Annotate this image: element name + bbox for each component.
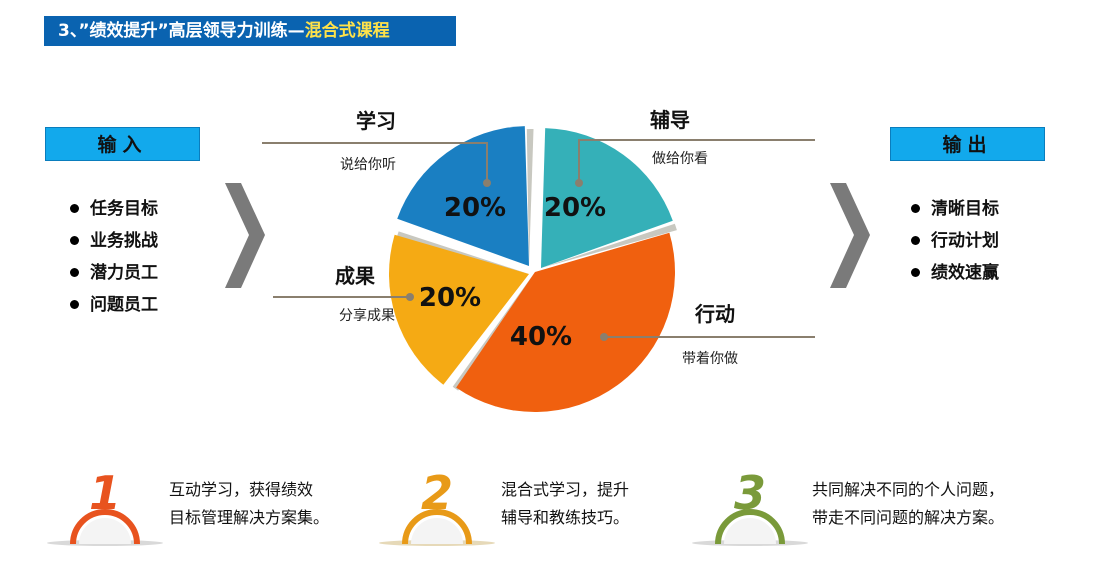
input-item: 业务挑战: [70, 225, 158, 257]
number-2-icon: [379, 509, 495, 546]
pie-slice-shadow: [396, 231, 529, 274]
leader-dot: [483, 179, 491, 187]
bottom-text-1: 互动学习，获得绩效 目标管理解决方案集。: [169, 476, 329, 532]
output-item: 绩效速赢: [911, 257, 999, 289]
bottom-line: 带走不同问题的解决方案。: [812, 508, 1005, 527]
title-prefix: 3、”绩效提升”高层领导力训练—: [58, 21, 305, 41]
pie-slice: [541, 128, 673, 268]
input-item: 任务目标: [70, 193, 158, 225]
number-1-digit: 1: [88, 466, 121, 520]
pie-slice: [389, 234, 529, 385]
bottom-line: 互动学习，获得绩效: [169, 480, 314, 499]
leader-dot: [575, 179, 583, 187]
input-item: 问题员工: [70, 289, 158, 321]
slice-sub-label: 分享成果: [339, 307, 395, 324]
leader-line: [578, 139, 815, 183]
number-2-digit: 2: [420, 466, 453, 520]
bottom-line: 共同解决不同的个人问题，: [812, 480, 1005, 499]
input-item: 潜力员工: [70, 257, 158, 289]
input-list: 任务目标 业务挑战 潜力员工 问题员工: [70, 193, 158, 321]
input-label: 输入: [45, 127, 200, 161]
output-list: 清晰目标 行动计划 绩效速赢: [911, 193, 999, 289]
data-label: 20%: [444, 193, 506, 223]
slice-sub-label: 说给你听: [340, 157, 396, 173]
data-label: 40%: [510, 322, 572, 352]
output-item: 清晰目标: [911, 193, 999, 225]
leader-dot: [600, 333, 608, 341]
pie-slice: [456, 232, 676, 413]
slice-category-label: 成果: [335, 264, 375, 288]
bottom-text-2: 混合式学习，提升 辅导和教练技巧。: [501, 476, 629, 532]
data-label: 20%: [544, 193, 606, 223]
chevron-right-icon: [225, 183, 265, 288]
title-highlight: 混合式课程: [304, 21, 390, 41]
number-3-icon: [692, 509, 808, 546]
page-title: 3、”绩效提升”高层领导力训练—混合式课程: [44, 16, 456, 46]
slice-sub-label: 带着你做: [682, 351, 738, 367]
number-1-icon: [47, 509, 163, 546]
slice-category-label: 行动: [694, 302, 735, 326]
pie-slice-shadow: [452, 272, 535, 391]
bottom-line: 辅导和教练技巧。: [501, 508, 630, 527]
number-3-digit: 3: [733, 466, 766, 520]
pie-slice: [397, 126, 529, 267]
data-label: 20%: [419, 283, 481, 313]
slice-sub-label: 做给你看: [652, 151, 708, 167]
chevron-right-icon: [830, 183, 870, 288]
bottom-text-3: 共同解决不同的个人问题， 带走不同问题的解决方案。: [812, 476, 1004, 532]
slice-category-label: 辅导: [650, 108, 690, 132]
bottom-line: 目标管理解决方案集。: [169, 508, 330, 527]
output-item: 行动计划: [911, 225, 999, 257]
leader-dot: [406, 293, 414, 301]
pie-slice-shadow: [526, 129, 534, 266]
output-label: 输出: [890, 127, 1045, 161]
slice-category-label: 学习: [356, 109, 396, 133]
bottom-line: 混合式学习，提升: [501, 480, 630, 499]
leader-line: [262, 142, 488, 183]
pie-slice-shadow: [541, 223, 677, 268]
